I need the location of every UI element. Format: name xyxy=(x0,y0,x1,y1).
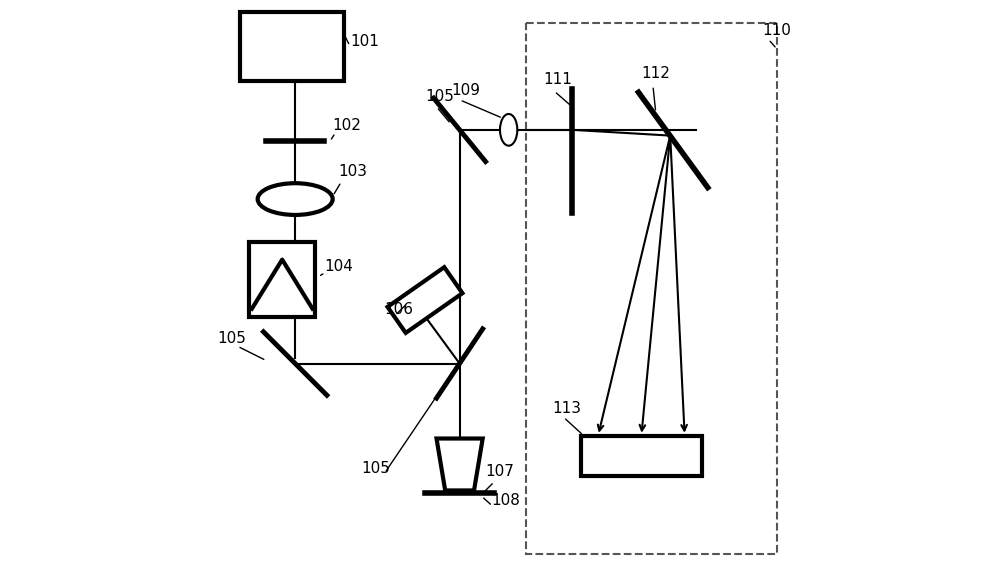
Bar xyxy=(526,23,777,554)
Text: 111: 111 xyxy=(543,72,572,87)
Text: 108: 108 xyxy=(491,493,520,508)
Text: 107: 107 xyxy=(486,464,514,479)
Ellipse shape xyxy=(258,183,333,215)
Text: 105: 105 xyxy=(217,331,246,346)
Text: 110: 110 xyxy=(763,23,791,38)
Text: 105: 105 xyxy=(362,461,390,476)
Text: 112: 112 xyxy=(641,66,670,81)
Text: 101: 101 xyxy=(350,34,379,49)
Text: 113: 113 xyxy=(552,400,581,415)
Text: 105: 105 xyxy=(425,89,454,104)
Text: 102: 102 xyxy=(333,118,362,133)
Bar xyxy=(249,242,315,317)
Text: 106: 106 xyxy=(385,302,414,317)
Bar xyxy=(240,12,344,81)
Text: 109: 109 xyxy=(451,83,480,98)
Text: 104: 104 xyxy=(324,259,353,274)
Polygon shape xyxy=(437,439,483,490)
Polygon shape xyxy=(388,267,462,333)
Ellipse shape xyxy=(500,114,517,146)
Bar xyxy=(581,436,702,476)
Text: 103: 103 xyxy=(338,164,367,179)
